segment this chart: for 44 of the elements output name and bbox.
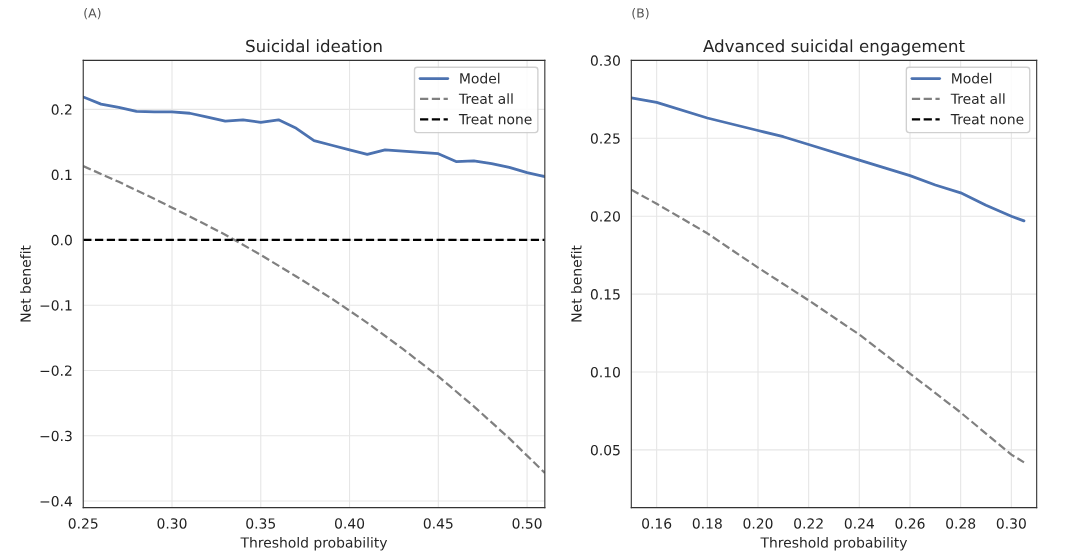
x-tick-label: 0.16 — [642, 518, 672, 529]
x-tick-label: 0.28 — [946, 518, 976, 529]
y-tick-label: −0.3 — [40, 430, 72, 442]
x-tick-label: 0.25 — [68, 518, 98, 529]
line-series — [83, 165, 545, 475]
x-tick-label: 0.45 — [423, 518, 453, 529]
y-tick-label: 0.1 — [51, 169, 72, 181]
text: (A) — [84, 8, 101, 20]
line-series — [631, 188, 1026, 464]
x-tick-label: 0.18 — [692, 518, 722, 529]
text: (B) — [632, 8, 649, 20]
x-axis-title: Threshold probability — [760, 536, 908, 551]
legend-label: Treat all — [458, 93, 513, 105]
x-tick-label: 0.20 — [743, 518, 773, 529]
x-tick-label: 0.24 — [844, 518, 875, 529]
legend-label: Treat all — [950, 93, 1005, 105]
y-tick-label: 0.0 — [51, 234, 72, 246]
chart-title: Suicidal ideation — [246, 39, 382, 53]
legend-label: Model — [460, 72, 500, 84]
y-tick-label: 0.10 — [590, 366, 620, 378]
x-tick-label: 0.35 — [246, 518, 276, 529]
chart-title: Advanced suicidal engagement — [703, 39, 965, 56]
legend-label: Model — [952, 72, 992, 84]
legend-label: Treat none — [950, 114, 1024, 125]
legend-label: Treat none — [458, 114, 532, 125]
y-tick-label: 0.05 — [590, 444, 620, 456]
y-tick-label: 0.2 — [51, 104, 72, 115]
x-tick-label: 0.50 — [512, 518, 542, 529]
y-tick-label: 0.25 — [590, 133, 620, 144]
line-series — [83, 95, 545, 178]
y-tick-label: −0.2 — [40, 365, 72, 376]
y-tick-label: 0.30 — [590, 55, 620, 66]
x-tick-label: 0.22 — [794, 518, 823, 529]
y-axis-title: Net benefit — [570, 245, 582, 322]
x-tick-label: 0.26 — [895, 518, 925, 529]
x-tick-label: 0.30 — [996, 518, 1026, 529]
y-tick-label: −0.1 — [40, 300, 72, 311]
y-tick-label: 0.20 — [590, 211, 620, 222]
x-axis-title: Threshold probability — [240, 536, 388, 551]
y-tick-label: −0.4 — [40, 496, 73, 507]
y-axis-title: Net benefit — [20, 245, 31, 322]
y-tick-label: 0.15 — [590, 289, 620, 300]
x-tick-label: 0.40 — [334, 518, 365, 529]
x-tick-label: 0.30 — [157, 518, 187, 529]
